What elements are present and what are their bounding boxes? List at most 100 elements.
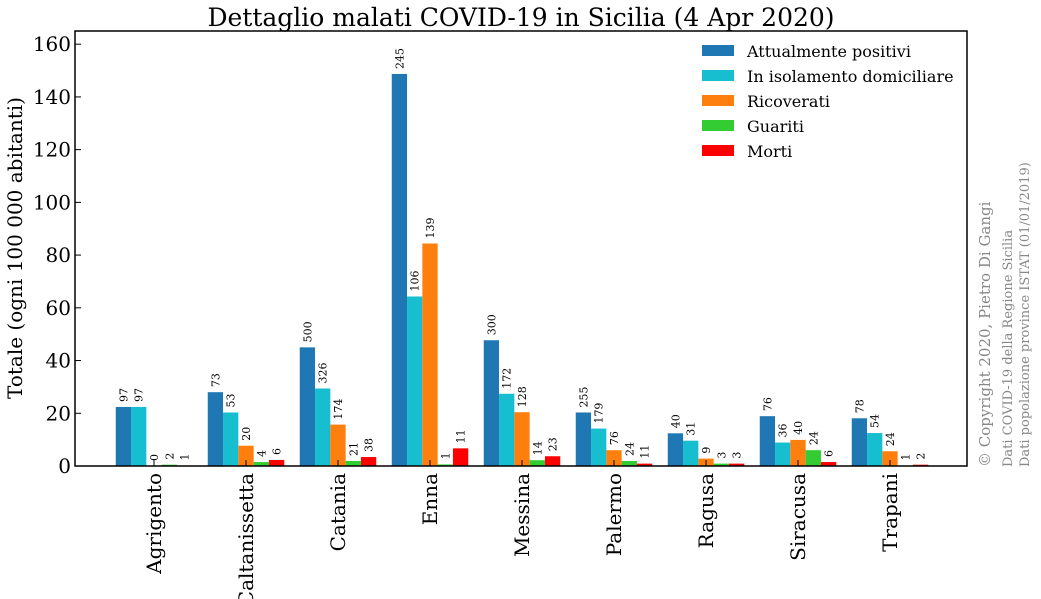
bar-catania-series-4: [345, 460, 361, 466]
legend-label-series-5: Morti: [747, 142, 792, 161]
x-tick-label-catania: Catania: [326, 473, 350, 551]
legend-label-series-4: Guariti: [747, 117, 804, 136]
legend: Attualmente positivi In isolamento domici…: [702, 42, 954, 161]
data-label: 1: [439, 452, 452, 459]
bar-palermo-series-4: [621, 460, 637, 466]
covid-data-source: Dati COVID-19 della Regione Sicilia: [1001, 230, 1016, 467]
bar-siracusa-series-1: [759, 416, 776, 466]
bar-enna-series-5: [452, 448, 469, 466]
legend-swatch-series-3: [702, 95, 734, 106]
bar-enna-series-3: [422, 243, 438, 466]
bar-ragusa-series-5: [728, 463, 745, 466]
bar-palermo-series-2: [591, 428, 607, 466]
y-tick-label: 0: [58, 454, 71, 478]
x-tick-label-agrigento: Agrigento: [142, 473, 166, 575]
y-tick-label: 160: [33, 32, 71, 56]
legend-swatch-series-4: [702, 120, 734, 131]
data-label: 106: [409, 270, 422, 291]
bar-catania-series-2: [315, 388, 331, 466]
data-label: 172: [501, 368, 514, 389]
data-label: 40: [792, 421, 805, 435]
bar-agrigento-series-1: [115, 406, 132, 466]
data-label: 0: [148, 454, 161, 461]
bar-siracusa-series-5: [820, 462, 837, 466]
y-axis-ticks: 0 20 40 60 80 100 120 140 160: [33, 32, 81, 478]
bar-messina-series-5: [544, 456, 561, 466]
data-label: 4: [255, 450, 268, 457]
chart-title: Dettaglio malati COVID-19 in Sicilia (4 …: [207, 3, 834, 32]
bar-catania-series-3: [330, 424, 346, 466]
bar-enna-series-2: [407, 296, 423, 466]
legend-swatch-series-1: [702, 45, 734, 56]
data-label: 11: [639, 445, 652, 459]
data-label: 326: [317, 362, 330, 383]
y-tick-label: 40: [46, 349, 71, 373]
legend-label-series-2: In isolamento domiciliare: [747, 67, 954, 86]
y-tick-label: 120: [33, 138, 71, 162]
bar-trapani-series-1: [851, 418, 868, 466]
bar-siracusa-series-2: [775, 442, 791, 466]
x-tick-label-messina: Messina: [510, 473, 534, 557]
y-axis-label: Totale (ogni 100 000 abitanti): [3, 97, 27, 399]
bar-caltanissetta-series-2: [223, 412, 239, 466]
data-label: 54: [869, 414, 882, 428]
data-label: 76: [761, 397, 774, 411]
data-label: 36: [777, 424, 790, 438]
bar-caltanissetta-series-5: [268, 459, 285, 466]
bar-trapani-series-3: [882, 451, 898, 466]
data-label: 2: [163, 453, 176, 460]
data-label: 24: [623, 442, 636, 456]
data-label: 6: [271, 448, 284, 455]
bar-ragusa-series-2: [683, 440, 699, 466]
x-tick-label-trapani: Trapani: [878, 473, 902, 552]
population-data-source: Dati popolazione province ISTAT (01/01/2…: [1018, 162, 1033, 467]
bar-caltanissetta-series-1: [207, 392, 224, 466]
data-label: 1: [899, 453, 912, 460]
data-label: 6: [823, 450, 836, 457]
data-label: 9: [700, 447, 713, 454]
legend-swatch-series-2: [702, 70, 734, 81]
data-label: 1: [179, 453, 192, 460]
bar-ragusa-series-1: [667, 433, 684, 466]
bar-agrigento-series-2: [131, 406, 147, 466]
copyright-credit: © Copyright 2020, Pietro Di Gangi: [976, 201, 994, 467]
bar-palermo-series-5: [636, 463, 653, 466]
bar-palermo-series-3: [606, 450, 622, 466]
data-label: 300: [485, 314, 498, 335]
data-label: 245: [393, 48, 406, 69]
data-label: 97: [117, 388, 130, 402]
data-label: 139: [424, 217, 437, 238]
data-label: 11: [455, 429, 468, 443]
y-tick-label: 80: [46, 243, 71, 267]
bar-siracusa-series-3: [790, 439, 806, 466]
data-label: 255: [577, 386, 590, 407]
data-label: 174: [332, 399, 345, 420]
data-label: 24: [884, 432, 897, 446]
data-label: 38: [363, 438, 376, 452]
data-label: 14: [531, 441, 544, 455]
data-label: 53: [225, 393, 238, 407]
bar-enna-series-4: [437, 464, 453, 466]
bar-caltanissetta-series-4: [253, 462, 269, 466]
data-label: 3: [715, 452, 728, 459]
legend-label-series-1: Attualmente positivi: [746, 42, 911, 61]
x-tick-label-ragusa: Ragusa: [694, 473, 718, 548]
bar-messina-series-2: [499, 393, 515, 466]
data-label: 31: [685, 422, 698, 436]
data-label: 23: [547, 437, 560, 451]
data-label: 76: [608, 431, 621, 445]
bar-palermo-series-1: [575, 412, 592, 466]
legend-swatch-series-5: [702, 145, 734, 156]
x-tick-label-enna: Enna: [418, 473, 442, 525]
data-label: 179: [593, 403, 606, 424]
legend-label-series-3: Ricoverati: [747, 92, 830, 111]
data-label: 97: [133, 388, 146, 402]
bar-trapani-series-2: [867, 433, 883, 466]
bar-messina-series-1: [483, 340, 500, 466]
data-label: 40: [669, 414, 682, 428]
data-label: 20: [240, 427, 253, 441]
plot-frame: [74, 30, 968, 467]
bar-siracusa-series-4: [805, 450, 821, 466]
